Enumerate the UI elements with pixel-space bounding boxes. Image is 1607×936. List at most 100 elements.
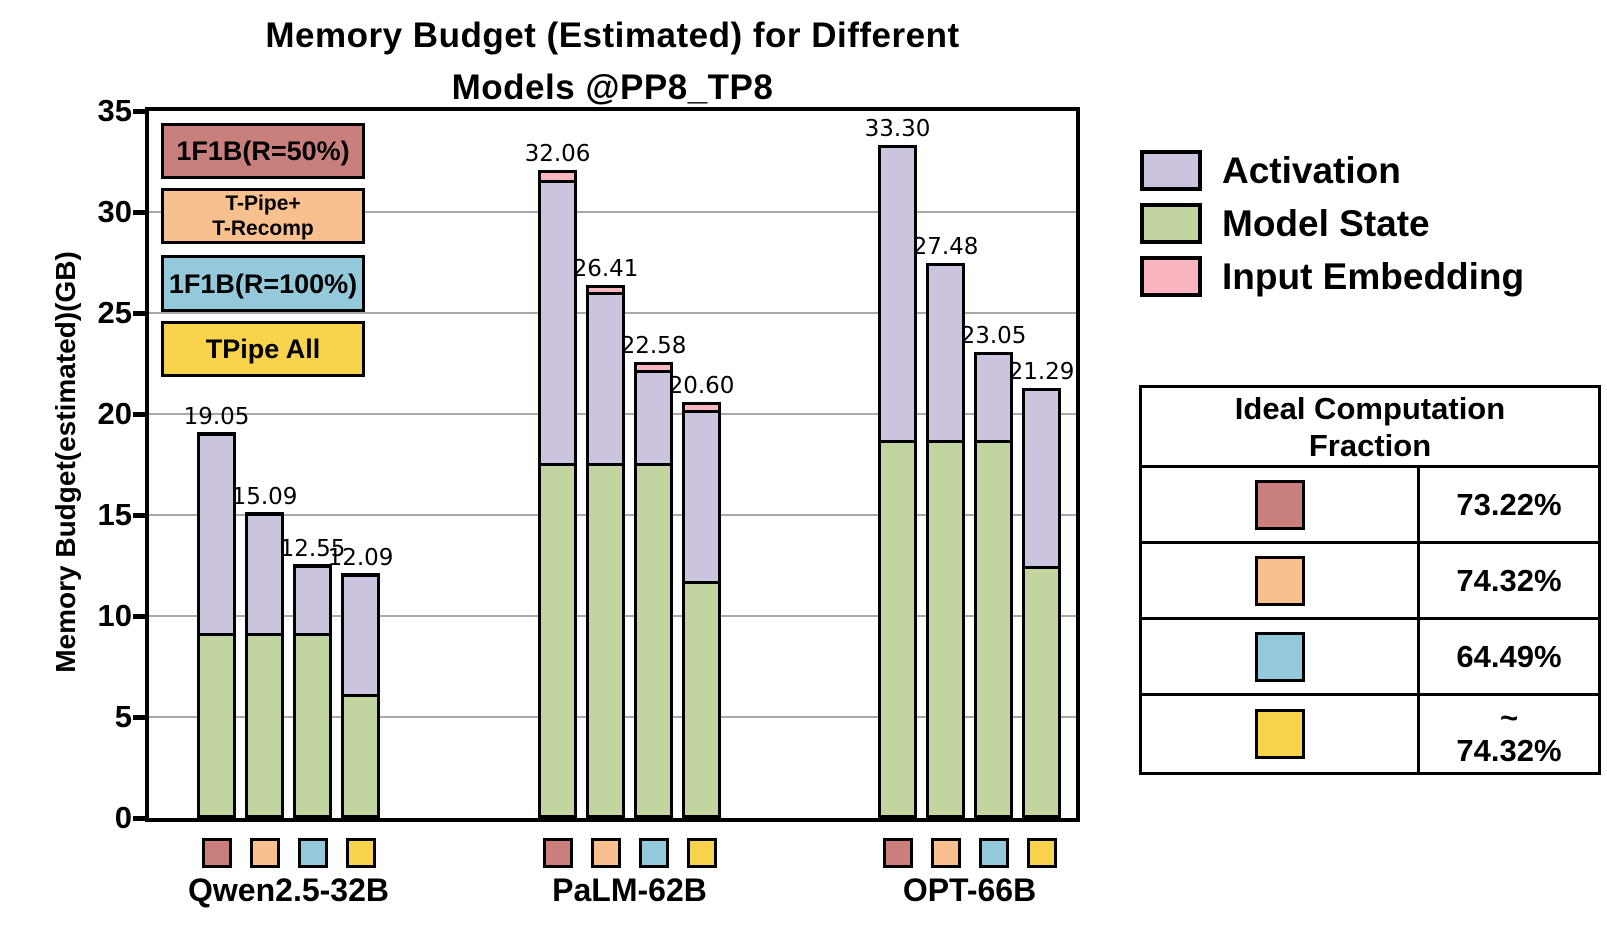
y-tick-mark-25 (133, 310, 146, 316)
method-legend-label: T-Pipe+ (225, 192, 301, 215)
bar-value-label: 22.58 (620, 332, 687, 359)
series-legend-row-activation: Activation (1140, 150, 1600, 196)
y-tick-mark-10 (133, 613, 146, 619)
x-tick-swatch-1f1b-r-100- (978, 838, 1009, 868)
bar-outline (878, 145, 917, 818)
series-legend-row-model-state: Model State (1140, 203, 1600, 249)
fraction-table-value-cell: 64.49% (1420, 620, 1598, 693)
y-tick-label-10: 10 (97, 598, 132, 633)
x-axis-label-palm-62b: PaLM-62B (552, 872, 707, 908)
y-tick-label-35: 35 (97, 93, 132, 128)
chart-title: Memory Budget (Estimated) for Different … (145, 10, 1080, 114)
bar-value-label: 27.48 (912, 233, 979, 260)
y-tick-mark-0 (133, 815, 146, 821)
bar-value-label: 19.05 (183, 404, 250, 431)
bar-segment-activation (245, 515, 284, 637)
series-legend-row-input-embedding: Input Embedding (1140, 256, 1600, 302)
bar-outline (634, 361, 673, 818)
bar-segment-input-embedding (538, 170, 577, 183)
bar-segment-activation (926, 262, 965, 444)
fraction-table-row-1: 73.22% (1142, 468, 1598, 544)
y-tick-label-15: 15 (97, 497, 132, 532)
bar-segment-activation (1022, 387, 1061, 569)
fraction-table-swatch-cell (1142, 468, 1420, 541)
bar-outline (1022, 387, 1061, 818)
gridline-30 (149, 211, 1076, 213)
fraction-value-line: ~ (1499, 700, 1519, 735)
fraction-swatch-method-tpipe-all (1254, 709, 1305, 759)
fraction-value-line: 73.22% (1456, 487, 1562, 522)
x-tick-swatch-1f1b-r-50- (201, 838, 232, 868)
bar-segment-model-state (586, 465, 625, 818)
series-legend-label: Activation (1222, 150, 1401, 191)
method-legend-box-2: T-Pipe+ T-Recomp (161, 188, 365, 244)
bar-segment-model-state (1022, 568, 1061, 818)
fraction-swatch-method-1f1b-r50 (1254, 479, 1305, 530)
bar-segment-model-state (926, 443, 965, 818)
x-tick-swatch-1f1b-r-100- (297, 838, 328, 868)
bar-segment-activation (538, 182, 577, 466)
fraction-table-row-4: ~74.32% (1142, 696, 1598, 772)
fraction-table-row-2: 74.32% (1142, 544, 1598, 620)
bar-value-label: 12.09 (327, 544, 394, 571)
bar-segment-activation (682, 413, 721, 584)
method-legend-label: T-Recomp (212, 217, 314, 240)
bar-segment-model-state (293, 636, 332, 818)
bar-outline (341, 573, 380, 818)
fraction-table-body: 73.22% 74.32% 64.49% ~74.32% (1142, 468, 1598, 772)
method-legend-label: 1F1B(R=50%) (176, 136, 350, 166)
x-tick-swatch-t-pipe-t-recomp (249, 838, 280, 868)
x-tick-swatch-tpipe-all (1026, 838, 1057, 868)
series-legend-label: Input Embedding (1222, 256, 1525, 297)
bar-segment-model-state (682, 583, 721, 818)
x-axis-label-opt-66b: OPT-66B (902, 872, 1037, 908)
plot-area: 1F1B(R=50%) T-Pipe+ T-Recomp 1F1B(R=100%) TP… (145, 107, 1080, 822)
fraction-table-swatch-cell (1142, 620, 1420, 693)
x-tick-swatch-tpipe-all (686, 838, 717, 868)
fraction-table-header-line2: Fraction (1308, 427, 1432, 463)
bar-segment-model-state (878, 443, 917, 818)
method-legend-box-3: 1F1B(R=100%) (161, 255, 365, 312)
bar-value-label: 32.06 (524, 141, 591, 168)
method-legend-label: 1F1B(R=100%) (168, 268, 358, 299)
fraction-table-header: Ideal Computation Fraction (1142, 388, 1598, 468)
y-tick-label-20: 20 (97, 396, 132, 431)
fraction-value-line: 74.32% (1456, 563, 1562, 598)
fraction-table-value-cell: 74.32% (1420, 544, 1598, 617)
activation-swatch (1140, 150, 1202, 191)
fraction-swatch-method-tpipe-trecomp (1254, 555, 1305, 606)
fraction-table-swatch-cell (1142, 544, 1420, 617)
fraction-table-value-cell: 73.22% (1420, 468, 1598, 541)
y-tick-mark-5 (133, 714, 146, 720)
bar-value-label: 26.41 (572, 255, 639, 282)
input-embedding-swatch (1140, 256, 1202, 297)
bar-outline (682, 401, 721, 818)
fraction-table-row-3: 64.49% (1142, 620, 1598, 696)
bar-segment-activation (634, 373, 673, 466)
y-tick-label-5: 5 (114, 699, 132, 734)
bar-segment-activation (197, 435, 236, 637)
y-tick-mark-20 (133, 411, 146, 417)
y-tick-label-30: 30 (97, 194, 132, 229)
bar-value-label: 12.55 (279, 535, 346, 562)
bar-value-label: 20.60 (668, 372, 735, 399)
bar-outline (926, 262, 965, 818)
bar-segment-activation (878, 145, 917, 444)
series-legend-label: Model State (1222, 203, 1430, 244)
bar-segment-input-embedding (634, 361, 673, 373)
method-legend-box-4: TPipe All (161, 321, 365, 377)
x-tick-swatch-t-pipe-t-recomp (930, 838, 961, 868)
bar-value-label: 21.29 (1008, 358, 1075, 385)
y-tick-label-25: 25 (97, 295, 132, 330)
bar-segment-activation (586, 294, 625, 466)
bar-value-label: 23.05 (960, 323, 1027, 350)
x-axis-label-qwen2-5-32b: Qwen2.5-32B (188, 872, 389, 908)
method-legend-label: TPipe All (205, 334, 321, 364)
fraction-table-value-cell: ~74.32% (1420, 696, 1598, 772)
bar-outline (293, 564, 332, 818)
bar-segment-input-embedding (682, 401, 721, 413)
bar-segment-activation (293, 566, 332, 637)
model-state-swatch (1140, 203, 1202, 244)
ideal-computation-fraction-table: Ideal Computation Fraction 73.22% 74.32% 6… (1139, 385, 1601, 775)
